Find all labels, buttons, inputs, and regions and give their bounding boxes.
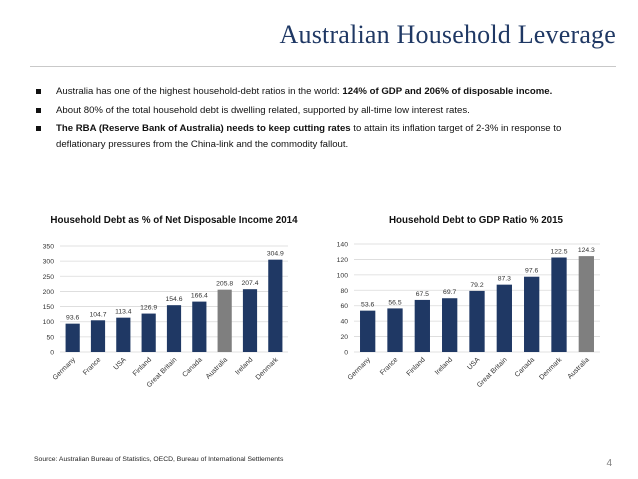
bullet-text: Australia has one of the highest househo…: [56, 86, 343, 97]
x-tick-label: USA: [113, 356, 128, 371]
x-tick-label: Denmark: [538, 356, 563, 381]
bar-ireland: [242, 289, 258, 352]
x-tick-label: Germany: [347, 356, 373, 382]
bullet-square-icon: [36, 107, 41, 113]
x-tick-label: Canada: [181, 356, 203, 378]
bullet-list: Australia has one of the highest househo…: [36, 84, 606, 155]
data-label: 207.4: [241, 280, 258, 287]
y-tick-label: 100: [43, 319, 55, 326]
bar-germany: [360, 310, 376, 352]
bar-great-britain: [496, 284, 512, 352]
bullet-text: to attain its inflation target of 2-3% i…: [56, 123, 562, 150]
bar-denmark: [551, 257, 567, 352]
y-tick-label: 250: [43, 274, 55, 281]
bar-france: [90, 320, 106, 352]
data-label: 205.8: [216, 281, 233, 288]
x-tick-label: Ireland: [234, 356, 254, 376]
y-tick-label: 100: [337, 272, 349, 279]
y-tick-label: 350: [43, 244, 55, 251]
bar-canada: [192, 301, 207, 352]
data-label: 104.7: [89, 311, 106, 318]
x-tick-label: France: [379, 356, 399, 376]
bar-france: [387, 308, 403, 352]
chart-disposable-income: 0 50 100 150 200 250 300 350 93.6 Germany 104.7 Fra…: [43, 244, 288, 389]
y-tick-label: 120: [337, 257, 349, 264]
bullet-item: About 80% of the total household debt is…: [36, 103, 606, 119]
source-note: Source: Australian Bureau of Statistics,…: [34, 456, 284, 463]
x-tick-label: Germany: [52, 356, 78, 382]
bar-germany: [65, 323, 80, 352]
data-label: 79.2: [470, 282, 483, 289]
y-tick-label: 50: [46, 334, 54, 341]
data-label: 154.6: [165, 296, 182, 303]
title-divider: [30, 66, 616, 67]
x-tick-label: Australia: [567, 356, 591, 380]
x-tick-label: France: [82, 356, 102, 376]
x-tick-label: Canada: [514, 356, 536, 378]
data-label: 124.3: [578, 247, 595, 254]
bar-denmark: [268, 259, 283, 352]
data-label: 53.6: [361, 302, 374, 309]
data-label: 56.5: [388, 299, 401, 306]
data-label: 166.4: [191, 293, 208, 300]
bullet-item: Australia has one of the highest househo…: [36, 84, 606, 100]
data-label: 122.5: [550, 249, 567, 256]
chart-title-debt-to-gdp: Household Debt to GDP Ratio % 2015: [388, 215, 563, 226]
bar-ireland: [442, 298, 458, 352]
y-tick-label: 80: [340, 288, 348, 295]
y-tick-label: 40: [340, 319, 348, 326]
x-tick-label: Denmark: [255, 356, 280, 381]
chart-debt-to-gdp: 0 20 40 60 80 100 120 140 53.6 Germany 56.5 France 6…: [337, 242, 600, 389]
bar-usa: [469, 290, 485, 352]
y-tick-label: 0: [344, 350, 348, 357]
bullet-square-icon: [36, 126, 41, 131]
x-tick-label: USA: [466, 356, 481, 371]
data-label: 67.5: [416, 291, 429, 298]
bar-great-britain: [166, 305, 182, 352]
data-label: 113.4: [115, 309, 132, 316]
bar-usa: [116, 317, 131, 352]
y-tick-label: 0: [50, 350, 54, 357]
x-tick-label: Australia: [205, 356, 229, 380]
data-label: 69.7: [443, 289, 456, 296]
y-tick-label: 20: [340, 334, 348, 341]
bar-australia: [578, 256, 594, 352]
bar-finland: [141, 313, 156, 352]
y-tick-label: 150: [43, 304, 55, 311]
page-number: 4: [606, 458, 612, 469]
bullet-item: The RBA (Reserve Bank of Australia) need…: [36, 121, 606, 152]
bullet-text: About 80% of the total household debt is…: [56, 104, 470, 116]
page-title: Australian Household Leverage: [279, 20, 616, 49]
x-tick-label: Finland: [406, 356, 427, 377]
y-tick-label: 200: [43, 289, 55, 296]
data-label: 126.9: [140, 305, 157, 312]
y-tick-label: 60: [340, 303, 348, 310]
bar-australia: [217, 289, 232, 352]
bar-canada: [524, 276, 540, 352]
data-label: 97.6: [525, 268, 538, 275]
data-label: 93.6: [66, 315, 79, 322]
chart-title-disposable-income: Household Debt as % of Net Disposable In…: [50, 215, 298, 226]
data-label: 304.9: [267, 251, 284, 258]
data-label: 87.3: [498, 276, 511, 283]
y-tick-label: 140: [337, 242, 349, 249]
bullet-bold-text: 124% of GDP and 206% of disposable incom…: [342, 86, 553, 97]
x-tick-label: Finland: [132, 356, 153, 377]
bullet-square-icon: [36, 89, 41, 94]
x-tick-label: Ireland: [434, 356, 454, 376]
bar-finland: [414, 299, 430, 352]
bullet-bold-text: The RBA (Reserve Bank of Australia) need…: [56, 123, 351, 134]
y-tick-label: 300: [43, 259, 55, 266]
